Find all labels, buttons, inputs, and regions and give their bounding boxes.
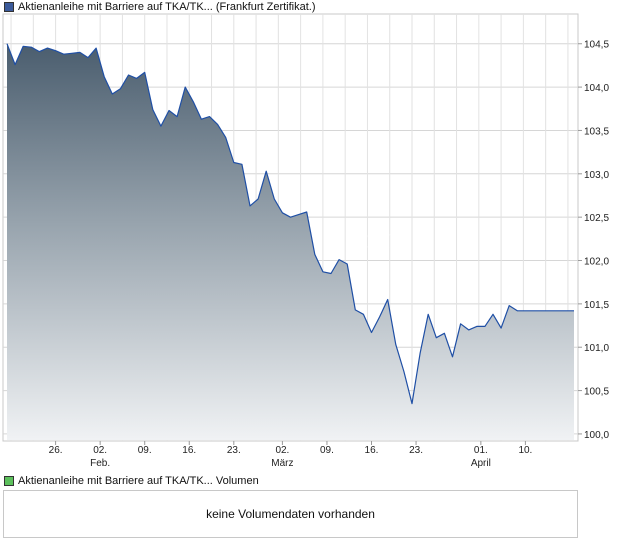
x-tick-label: 09. — [320, 445, 334, 456]
volume-legend-label: Aktienanleihe mit Barriere auf TKA/TK...… — [18, 474, 259, 487]
x-month-label: April — [471, 458, 491, 469]
y-tick-label: 103,5 — [584, 126, 609, 137]
volume-panel: keine Volumendaten vorhanden — [3, 490, 578, 538]
x-tick-label: 16. — [182, 445, 196, 456]
y-tick-label: 102,5 — [584, 213, 609, 224]
y-tick-label: 101,0 — [584, 343, 609, 354]
price-legend-swatch — [4, 1, 14, 12]
price-line — [6, 43, 574, 405]
volume-legend: Aktienanleihe mit Barriere auf TKA/TK...… — [4, 474, 259, 487]
x-tick-label: 10. — [518, 445, 532, 456]
y-axis-ticks: 100,0 100,5 101,0 101,5 102,0 102,5 103,0 103,5… — [578, 40, 609, 441]
x-axis-months: Feb. März April — [90, 458, 491, 469]
x-tick-label: 01. — [474, 445, 488, 456]
y-tick-label: 100,5 — [584, 387, 609, 398]
y-tick-label: 101,5 — [584, 300, 609, 311]
x-tick-label: 02. — [93, 445, 107, 456]
x-axis-ticks: 26. 02. 09. 16. 23. 02. 09. 16. 23. 01. 10. — [49, 441, 532, 456]
volume-empty-message: keine Volumendaten vorhanden — [206, 507, 375, 521]
y-tick-label: 100,0 — [584, 430, 609, 441]
x-tick-label: 23. — [409, 445, 423, 456]
y-tick-label: 102,0 — [584, 257, 609, 268]
x-month-label: März — [271, 458, 293, 469]
x-tick-label: 09. — [138, 445, 152, 456]
y-tick-label: 104,5 — [584, 40, 609, 51]
y-tick-label: 104,0 — [584, 83, 609, 94]
x-month-label: Feb. — [90, 458, 110, 469]
volume-legend-swatch — [4, 475, 14, 486]
x-tick-label: 23. — [227, 445, 241, 456]
y-tick-label: 103,0 — [584, 170, 609, 181]
watermark: ECK — [349, 231, 392, 253]
price-chart: ECK 100,0100,5101,0101,5102,0102,5103,01… — [2, 13, 609, 469]
x-tick-label: 16. — [365, 445, 379, 456]
x-tick-label: 02. — [275, 445, 289, 456]
price-legend-label: Aktienanleihe mit Barriere auf TKA/TK...… — [18, 0, 316, 13]
price-area — [7, 43, 574, 440]
price-legend: Aktienanleihe mit Barriere auf TKA/TK...… — [4, 0, 316, 13]
x-tick-label: 26. — [49, 445, 63, 456]
